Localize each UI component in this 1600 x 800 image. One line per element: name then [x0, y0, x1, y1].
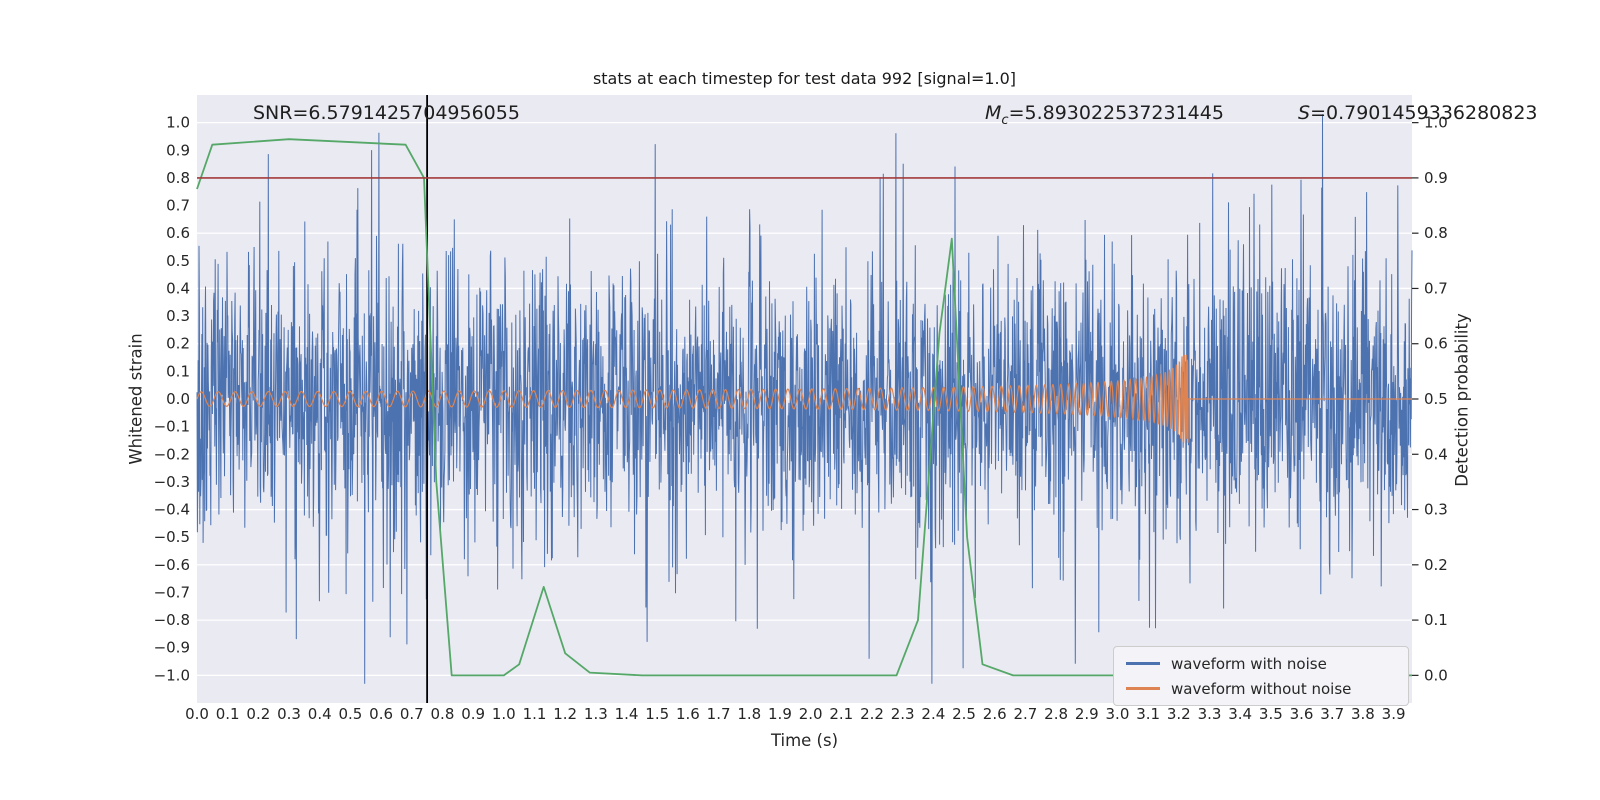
- x-tick-label: 3.4: [1228, 705, 1252, 723]
- x-tick-label: 0.4: [308, 705, 332, 723]
- annotation-chirp-mass: Mc=5.893022537231445: [985, 102, 1224, 128]
- s-stat-value: =0.7901459336280823: [1310, 102, 1538, 124]
- y-left-tick-label: −0.2: [154, 445, 190, 463]
- x-tick-label: 1.8: [737, 705, 761, 723]
- x-tick-label: 0.2: [246, 705, 270, 723]
- x-tick-label: 3.8: [1351, 705, 1375, 723]
- x-tick-label: 0.3: [277, 705, 301, 723]
- x-tick-label: 2.8: [1044, 705, 1068, 723]
- x-axis-label: Time (s): [770, 731, 839, 750]
- series-waveform-with-noise: [196, 114, 1413, 684]
- x-tick-label: 2.3: [891, 705, 915, 723]
- x-tick-label: 0.1: [216, 705, 240, 723]
- x-tick-label: 0.9: [461, 705, 485, 723]
- y-axis-label-left: Whitened strain: [126, 333, 146, 465]
- legend-item: waveform without noise: [1126, 677, 1396, 700]
- legend-line-waveform-with-noise: [1126, 662, 1160, 665]
- series-detection-probability: [196, 138, 1412, 677]
- chirp-mass-value: =5.893022537231445: [1008, 102, 1224, 124]
- y-left-tick-label: −0.3: [154, 473, 190, 491]
- legend-label: waveform without noise: [1171, 679, 1352, 698]
- chart-title: stats at each timestep for test data 992…: [592, 69, 1017, 88]
- y-left-tick-label: −0.1: [154, 418, 190, 436]
- x-tick-label: 2.1: [829, 705, 853, 723]
- y-axis-label-right: Detection probability: [1452, 313, 1472, 487]
- x-tick-label: 2.9: [1075, 705, 1099, 723]
- chirp-mass-subscript: c: [1001, 112, 1009, 128]
- y-left-tick-label: 0.3: [166, 307, 190, 325]
- y-left-tick-label: 0.7: [166, 197, 190, 215]
- series-waveform-without-noise: [196, 354, 1412, 443]
- x-tick-label: 2.4: [921, 705, 945, 723]
- x-tick-label: 1.2: [553, 705, 577, 723]
- y-left-tick-label: 0.0: [166, 390, 190, 408]
- legend: waveform with noise waveform without noi…: [1113, 646, 1409, 706]
- x-tick-label: 1.6: [676, 705, 700, 723]
- x-tick-label: 1.1: [523, 705, 547, 723]
- y-left-tick-label: −0.4: [154, 501, 190, 519]
- x-tick-label: 3.1: [1136, 705, 1160, 723]
- s-stat-symbol: S: [1298, 102, 1311, 124]
- y-left-tick-label: −0.9: [154, 639, 190, 657]
- x-tick-label: 1.0: [492, 705, 516, 723]
- chirp-mass-symbol: M: [985, 102, 1002, 124]
- y-left-tick-label: 1.0: [166, 114, 190, 132]
- x-tick-label: 1.3: [584, 705, 608, 723]
- x-tick-label: 2.5: [952, 705, 976, 723]
- x-tick-label: 3.9: [1382, 705, 1406, 723]
- x-tick-label: 3.7: [1320, 705, 1344, 723]
- x-tick-label: 0.5: [338, 705, 362, 723]
- x-tick-label: 0.8: [431, 705, 455, 723]
- legend-item: waveform with noise: [1126, 652, 1396, 675]
- x-tick-label: 2.2: [860, 705, 884, 723]
- y-right-tick-label: 0.7: [1424, 279, 1448, 297]
- y-left-tick-label: −0.6: [154, 556, 190, 574]
- y-left-tick-label: −0.7: [154, 583, 190, 601]
- x-tick-label: 3.0: [1106, 705, 1130, 723]
- x-tick-label: 3.3: [1198, 705, 1222, 723]
- y-left-tick-label: 0.1: [166, 362, 190, 380]
- x-tick-label: 0.6: [369, 705, 393, 723]
- y-left-tick-label: 0.5: [166, 252, 190, 270]
- x-tick-label: 2.7: [1013, 705, 1037, 723]
- legend-label: waveform with noise: [1171, 654, 1327, 673]
- x-tick-label: 3.2: [1167, 705, 1191, 723]
- x-tick-label: 1.7: [707, 705, 731, 723]
- annotation-s-stat: S=0.7901459336280823: [1298, 102, 1538, 124]
- y-right-tick-label: 0.1: [1424, 611, 1448, 629]
- y-right-tick-label: 0.4: [1424, 445, 1448, 463]
- annotation-snr: SNR=6.5791425704956055: [253, 102, 520, 124]
- x-tick-label: 3.5: [1259, 705, 1283, 723]
- y-left-tick-label: −0.8: [154, 611, 190, 629]
- y-left-tick-label: −1.0: [154, 666, 190, 684]
- y-left-tick-label: 0.4: [166, 279, 190, 297]
- y-right-tick-label: 0.5: [1424, 390, 1448, 408]
- x-tick-label: 0.0: [185, 705, 209, 723]
- y-left-tick-label: 0.6: [166, 224, 190, 242]
- x-tick-label: 1.9: [768, 705, 792, 723]
- y-left-tick-label: 0.2: [166, 335, 190, 353]
- x-tick-label: 2.6: [983, 705, 1007, 723]
- y-right-tick-label: 0.8: [1424, 224, 1448, 242]
- y-left-tick-label: −0.5: [154, 528, 190, 546]
- legend-line-waveform-without-noise: [1126, 687, 1160, 690]
- y-left-tick-label: 0.8: [166, 169, 190, 187]
- y-right-tick-label: 0.0: [1424, 666, 1448, 684]
- y-right-tick-label: 0.2: [1424, 556, 1448, 574]
- y-right-tick-label: 1.0: [1424, 114, 1448, 132]
- y-right-tick-label: 0.6: [1424, 335, 1448, 353]
- x-tick-label: 3.6: [1290, 705, 1314, 723]
- x-tick-label: 0.7: [400, 705, 424, 723]
- x-tick-label: 1.4: [615, 705, 639, 723]
- x-tick-label: 1.5: [645, 705, 669, 723]
- y-right-tick-label: 0.3: [1424, 501, 1448, 519]
- y-left-tick-label: 0.9: [166, 141, 190, 159]
- x-tick-label: 2.0: [799, 705, 823, 723]
- y-right-tick-label: 0.9: [1424, 169, 1448, 187]
